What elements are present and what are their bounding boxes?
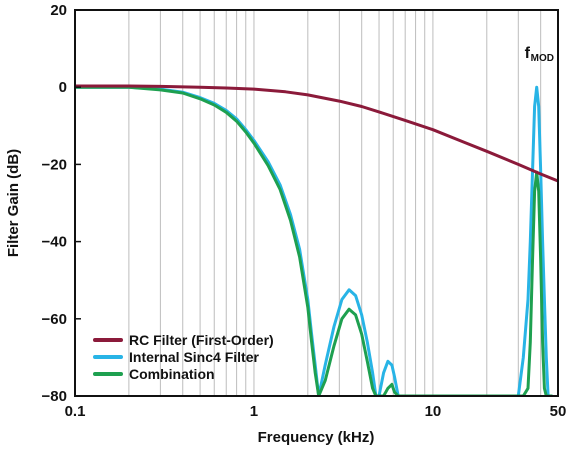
x-axis-ticks: 0.1 1 10 50 — [65, 403, 567, 420]
legend: RC Filter (First-Order)Internal Sinc4 Fi… — [93, 332, 274, 382]
y-tick-label: 20 — [50, 2, 67, 19]
x-tick-label: 0.1 — [65, 403, 86, 420]
plot-frame — [74, 9, 559, 397]
vertical-gridlines — [128, 10, 542, 396]
x-tick-label: 50 — [550, 403, 567, 420]
series-line-0 — [75, 84, 558, 183]
y-axis-ticks: 20 0 −20 −40 −60 −80 — [42, 2, 81, 405]
y-tick-label: −40 — [42, 234, 67, 251]
series-lines — [75, 84, 558, 396]
x-axis-title: Frequency (kHz) — [258, 429, 375, 446]
annotation-f: f — [525, 45, 531, 62]
series-line-2 — [75, 85, 553, 396]
legend-entry: Internal Sinc4 Filter — [129, 349, 259, 365]
y-tick-label: −20 — [42, 156, 67, 173]
legend-entry: RC Filter (First-Order) — [129, 332, 274, 348]
fmod-annotation: f MOD — [525, 45, 554, 64]
x-tick-label: 1 — [250, 403, 258, 420]
y-tick-label: −80 — [42, 388, 67, 405]
legend-entry: Combination — [129, 366, 215, 382]
annotation-sub: MOD — [531, 53, 554, 64]
x-tick-label: 10 — [425, 403, 442, 420]
y-tick-label: 0 — [59, 79, 67, 96]
y-axis-title: Filter Gain (dB) — [5, 149, 22, 257]
y-tick-label: −60 — [42, 311, 67, 328]
